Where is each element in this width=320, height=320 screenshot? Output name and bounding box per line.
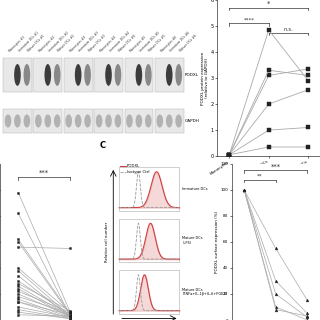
Text: Monocytes #3: Monocytes #3 bbox=[69, 35, 87, 53]
Ellipse shape bbox=[75, 64, 82, 86]
Ellipse shape bbox=[175, 114, 182, 128]
Ellipse shape bbox=[54, 64, 60, 86]
Text: Relative cell number: Relative cell number bbox=[106, 222, 109, 262]
Ellipse shape bbox=[84, 64, 91, 86]
Ellipse shape bbox=[126, 114, 133, 128]
FancyBboxPatch shape bbox=[94, 58, 123, 92]
Ellipse shape bbox=[115, 64, 121, 86]
Bar bbox=[119, 167, 180, 211]
FancyBboxPatch shape bbox=[155, 109, 184, 133]
Ellipse shape bbox=[105, 64, 112, 86]
Ellipse shape bbox=[105, 114, 112, 128]
Bar bbox=[119, 270, 180, 314]
Ellipse shape bbox=[156, 114, 163, 128]
Text: Mature DCs
(TNFα+IL-1β+IL-6+PGE2): Mature DCs (TNFα+IL-1β+IL-6+PGE2) bbox=[182, 288, 228, 296]
Text: n.s.: n.s. bbox=[284, 27, 293, 32]
Ellipse shape bbox=[54, 114, 60, 128]
Text: **: ** bbox=[257, 174, 263, 179]
Text: Immature DCs #3: Immature DCs #3 bbox=[78, 31, 100, 53]
Ellipse shape bbox=[136, 114, 142, 128]
FancyBboxPatch shape bbox=[3, 109, 32, 133]
Ellipse shape bbox=[145, 114, 152, 128]
Text: Monocytes #4: Monocytes #4 bbox=[99, 35, 117, 53]
Ellipse shape bbox=[115, 114, 121, 128]
FancyBboxPatch shape bbox=[124, 109, 153, 133]
Text: Mature DCs #6: Mature DCs #6 bbox=[179, 34, 197, 53]
Text: ***: *** bbox=[39, 170, 49, 176]
Bar bbox=[119, 219, 180, 262]
FancyBboxPatch shape bbox=[124, 58, 153, 92]
Text: Monocytes #6: Monocytes #6 bbox=[160, 35, 178, 53]
Ellipse shape bbox=[5, 114, 11, 128]
Text: Mature DCs #3: Mature DCs #3 bbox=[88, 34, 107, 53]
Text: Immature DCs #2: Immature DCs #2 bbox=[48, 31, 70, 53]
Text: C: C bbox=[100, 141, 106, 150]
Text: Mature DCs
(LPS): Mature DCs (LPS) bbox=[182, 236, 203, 245]
Ellipse shape bbox=[65, 114, 72, 128]
Text: Mature DCs #4: Mature DCs #4 bbox=[118, 34, 137, 53]
FancyBboxPatch shape bbox=[94, 109, 123, 133]
Ellipse shape bbox=[175, 64, 182, 86]
Ellipse shape bbox=[166, 64, 172, 86]
Text: GAPDH: GAPDH bbox=[185, 119, 199, 123]
Text: Mature DCs #2: Mature DCs #2 bbox=[57, 34, 76, 53]
Text: Immature DCs #6: Immature DCs #6 bbox=[169, 31, 191, 53]
Ellipse shape bbox=[75, 114, 82, 128]
Text: Immature DCs #4: Immature DCs #4 bbox=[108, 31, 131, 53]
Text: ***: *** bbox=[271, 164, 281, 170]
Ellipse shape bbox=[44, 114, 51, 128]
Y-axis label: PODXL surface expression (%): PODXL surface expression (%) bbox=[215, 211, 219, 273]
FancyBboxPatch shape bbox=[64, 109, 92, 133]
Text: PODXL: PODXL bbox=[185, 73, 199, 77]
Ellipse shape bbox=[84, 114, 91, 128]
Text: Monocytes #2: Monocytes #2 bbox=[38, 35, 56, 53]
Text: Immature DCs: Immature DCs bbox=[182, 187, 208, 191]
Text: Monocytes #1: Monocytes #1 bbox=[8, 35, 26, 53]
Ellipse shape bbox=[14, 64, 21, 86]
Ellipse shape bbox=[136, 64, 142, 86]
Ellipse shape bbox=[35, 114, 42, 128]
Text: Mature DCs #1: Mature DCs #1 bbox=[27, 34, 46, 53]
Ellipse shape bbox=[14, 114, 21, 128]
FancyBboxPatch shape bbox=[33, 58, 62, 92]
Ellipse shape bbox=[145, 64, 152, 86]
Ellipse shape bbox=[44, 64, 51, 86]
Text: Monocytes #5: Monocytes #5 bbox=[129, 35, 148, 53]
Ellipse shape bbox=[96, 114, 102, 128]
Text: *: * bbox=[267, 1, 270, 7]
Ellipse shape bbox=[24, 114, 30, 128]
Text: Immature DCs #5: Immature DCs #5 bbox=[139, 31, 161, 53]
Ellipse shape bbox=[24, 64, 30, 86]
Y-axis label: PODXL protein expression
(relative to GAPDH): PODXL protein expression (relative to GA… bbox=[201, 52, 210, 105]
Text: Mature DCs #5: Mature DCs #5 bbox=[148, 34, 167, 53]
FancyBboxPatch shape bbox=[33, 109, 62, 133]
Text: ****: **** bbox=[244, 18, 254, 23]
Legend: PODXL, Isotype Ctrl: PODXL, Isotype Ctrl bbox=[118, 163, 151, 176]
FancyBboxPatch shape bbox=[3, 58, 32, 92]
Text: Immature DCs #1: Immature DCs #1 bbox=[17, 31, 39, 53]
Ellipse shape bbox=[166, 114, 172, 128]
FancyBboxPatch shape bbox=[155, 58, 184, 92]
FancyBboxPatch shape bbox=[64, 58, 92, 92]
